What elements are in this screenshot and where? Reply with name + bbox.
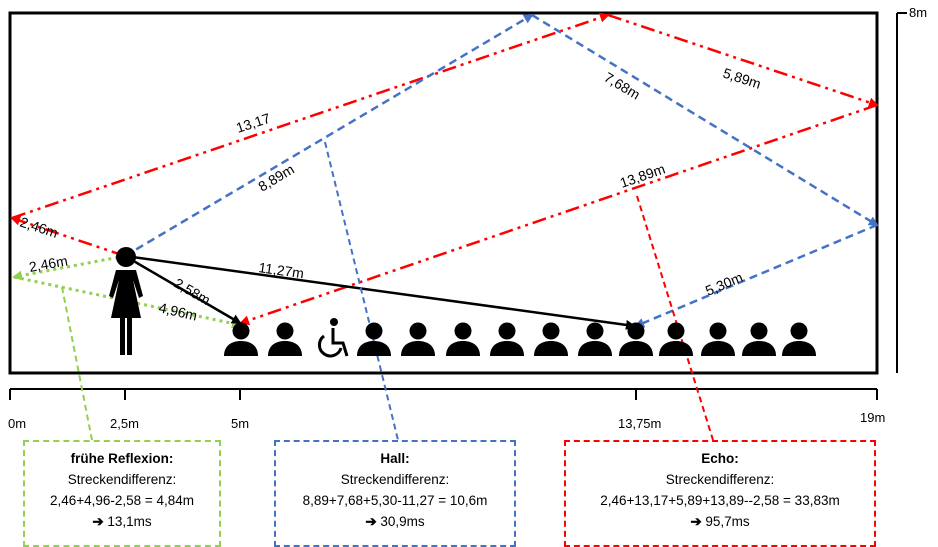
echo-formula: 2,46+13,17+5,89+13,89--2,58 = 33,83m [600,493,840,508]
listener-icon [701,322,735,356]
axis-tick-label: 19m [860,410,885,425]
listener-icon [578,322,612,356]
early-title: frühe Reflexion: [70,451,174,466]
early-reflection-path [12,254,242,329]
listener-icon [619,322,653,356]
hall-title: Hall: [380,451,410,466]
listener-icon [224,322,258,356]
echo-label-13-17: 13,17 [234,110,272,136]
echo-subtitle: Streckendifferenz: [665,472,775,487]
distance-axis: 0m 2,5m 5m 13,75m 19m [8,388,885,431]
early-label-4-96: 4,96m [157,299,199,323]
axis-tick-label: 0m [8,416,26,431]
listener-icon [268,322,302,356]
hall-subtitle: Streckendifferenz: [340,472,450,487]
hall-label-5-30: 5,30m [703,269,745,299]
arrow-right-icon: ➔ [92,514,104,529]
hall-box: Hall: Streckendifferenz: 8,89+7,68+5,30-… [274,440,516,547]
direct-label-11-27: 11,27m [258,259,305,281]
echo-path [10,12,879,326]
speaker-icon [109,247,143,355]
hall-result: 30,9ms [380,514,425,529]
echo-title: Echo: [701,451,739,466]
direct-path [124,254,636,330]
listener-icon [357,322,391,356]
echo-result: 95,7ms [705,514,750,529]
echo-connector [636,195,714,441]
early-label-2-46: 2,46m [28,252,69,275]
echo-box: Echo: Streckendifferenz: 2,46+13,17+5,89… [564,440,876,547]
echo-label-5-89: 5,89m [721,65,763,92]
axis-tick-label: 13,75m [618,416,661,431]
hall-label-7-68: 7,68m [601,69,643,103]
audience [224,318,816,358]
echo-label-2-46: 2,46m [18,214,60,241]
hall-formula: 8,89+7,68+5,30-11,27 = 10,6m [302,493,488,508]
axis-tick-label: 5m [231,416,249,431]
height-label: 8m [909,5,927,20]
early-reflection-box: frühe Reflexion: Streckendifferenz: 2,46… [23,440,221,547]
early-subtitle: Streckendifferenz: [67,472,177,487]
room-outline [8,11,879,375]
listener-icon [534,322,568,356]
listener-icon [446,322,480,356]
listener-icon [659,322,693,356]
hall-connector [324,141,399,441]
early-result: 13,1ms [107,514,152,529]
arrow-right-icon: ➔ [690,514,702,529]
listener-icon [742,322,776,356]
arrow-right-icon: ➔ [365,514,377,529]
listener-icon [401,322,435,356]
early-connector [61,286,93,441]
listener-icon [490,322,524,356]
reverb-path [124,13,879,328]
wheelchair-icon [317,318,349,358]
listener-icon [782,322,816,356]
axis-tick-label: 2,5m [110,416,139,431]
early-formula: 2,46+4,96-2,58 = 4,84m [49,493,195,508]
